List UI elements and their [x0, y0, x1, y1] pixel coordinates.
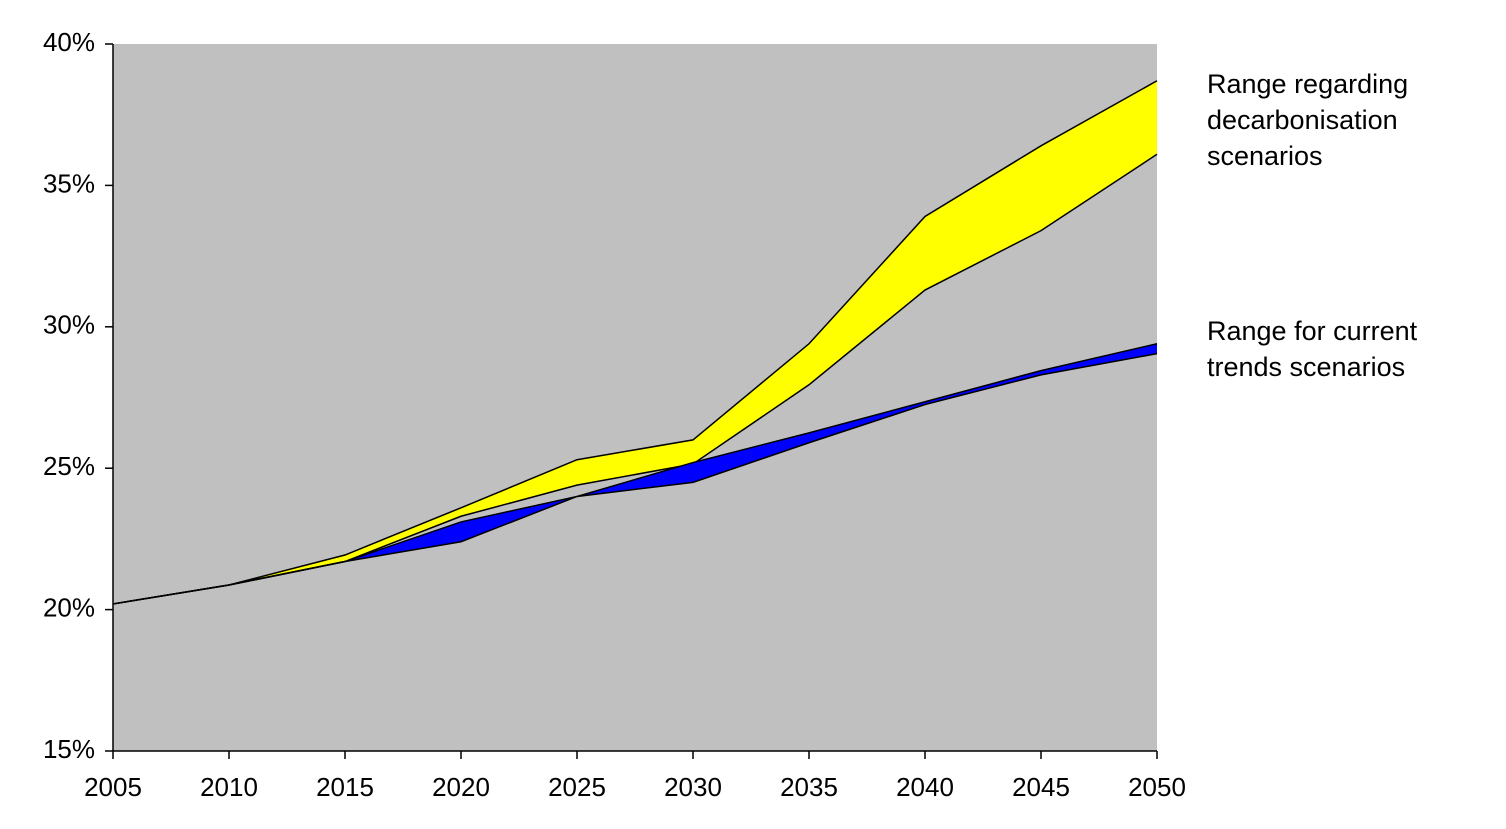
plot-background — [113, 44, 1157, 751]
x-tick-label: 2050 — [1128, 772, 1186, 802]
x-tick-label: 2015 — [316, 772, 374, 802]
range-band — [113, 343, 1157, 604]
x-tick-label: 2035 — [780, 772, 838, 802]
legend-label: Range for current trends scenarios — [1207, 316, 1418, 382]
x-tick-label: 2025 — [548, 772, 606, 802]
y-tick-label: 30% — [43, 310, 95, 340]
range-edge — [112, 80, 1158, 605]
y-tick-label: 35% — [43, 168, 95, 198]
y-tick-label: 20% — [43, 592, 95, 622]
range-edge — [112, 352, 1158, 605]
legend-label: Range regarding decarbonisation scenario… — [1207, 69, 1409, 171]
y-tick-label: 15% — [43, 734, 95, 764]
y-tick-label: 25% — [43, 451, 95, 481]
x-tick-label: 2040 — [896, 772, 954, 802]
y-tick-label: 40% — [43, 27, 95, 57]
x-tick-label: 2020 — [432, 772, 490, 802]
x-tick-label: 2045 — [1012, 772, 1070, 802]
x-tick-label: 2005 — [84, 772, 142, 802]
x-tick-label: 2030 — [664, 772, 722, 802]
x-tick-label: 2010 — [200, 772, 258, 802]
